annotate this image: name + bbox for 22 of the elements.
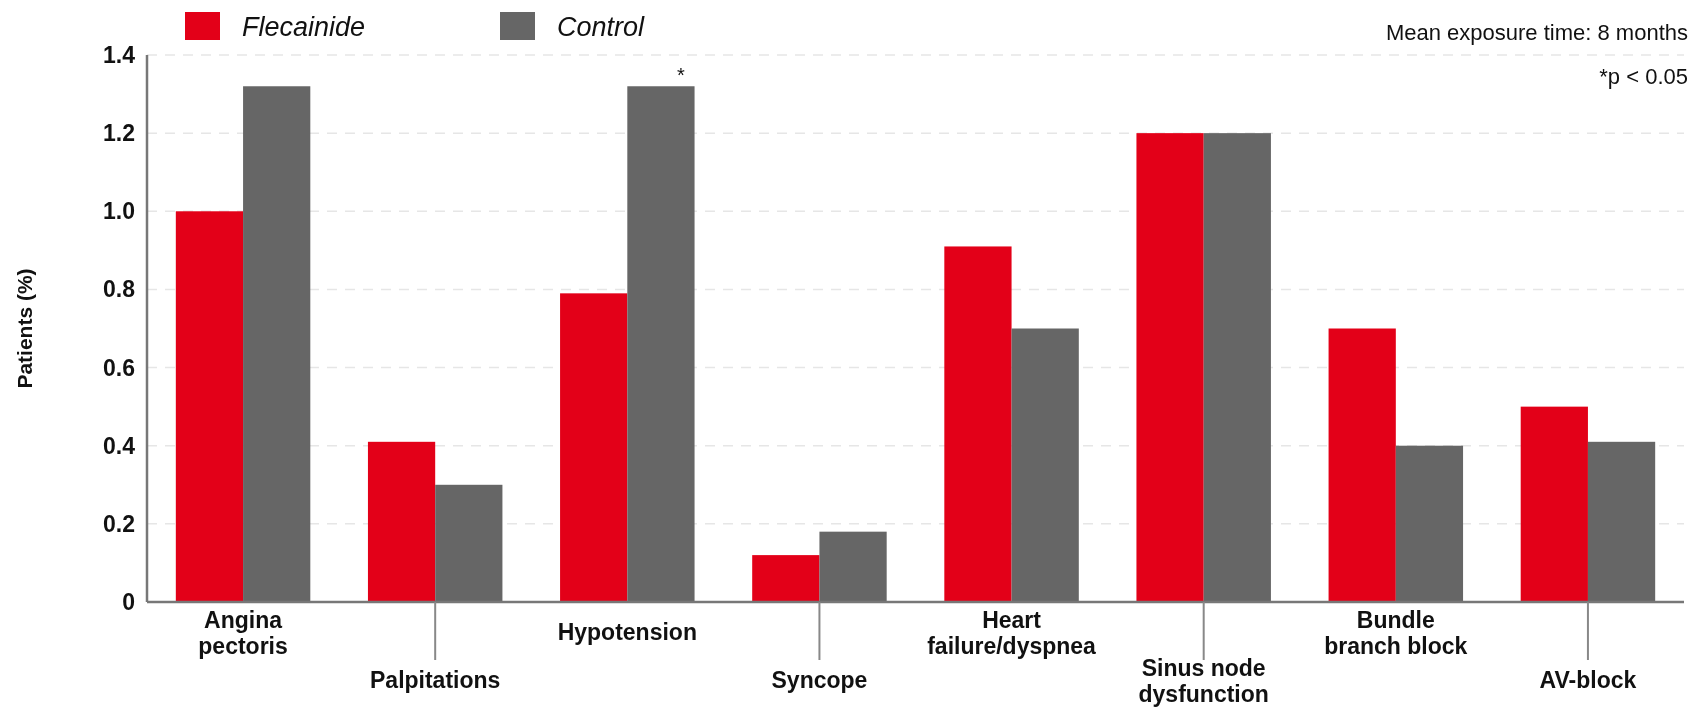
annotation: * — [677, 64, 686, 87]
annotation: *p < 0.05 — [1599, 64, 1688, 89]
y-tick-label: 1.0 — [103, 198, 135, 225]
x-tick-label: AV-block — [1539, 667, 1637, 693]
y-tick-label: 0.8 — [103, 276, 136, 303]
x-tick-label: Hypotension — [557, 619, 697, 645]
legend-label: Control — [557, 12, 646, 42]
y-tick-label: 0.2 — [103, 510, 135, 537]
y-tick-label: 0 — [122, 589, 135, 616]
y-tick-label: 0.4 — [103, 432, 136, 459]
y-axis-title: Patients (%) — [13, 268, 36, 389]
text: Mean exposure time: 8 months — [1385, 20, 1688, 45]
y-tick-label: 1.2 — [103, 120, 135, 147]
y-tick-label: 0.6 — [103, 354, 135, 381]
legend-label: Flecainide — [242, 12, 366, 42]
x-tick-label: Bundle branch block — [1324, 607, 1468, 659]
y-tick-label: 1.4 — [103, 42, 136, 69]
x-tick-label: Heart failure/dyspnea — [927, 607, 1097, 659]
x-tick-label: Syncope — [771, 667, 868, 693]
x-tick-label: Sinus node dysfunction — [1138, 655, 1269, 707]
x-tick-label: Palpitations — [370, 667, 501, 693]
x-tick-label: Angina pectoris — [198, 607, 288, 659]
